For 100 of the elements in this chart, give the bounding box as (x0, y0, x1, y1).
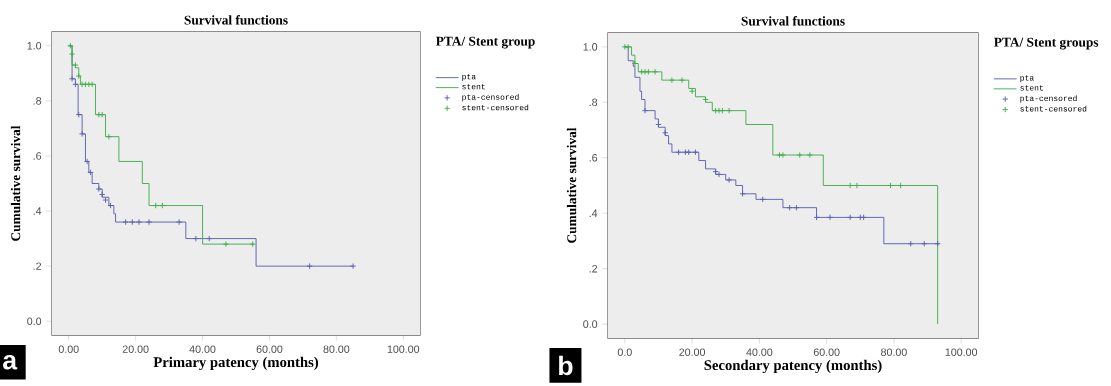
point (793, 204, 800, 211)
text: a (3, 354, 18, 370)
point (702, 96, 709, 103)
x-tick-label: 80.00 (323, 345, 350, 353)
point (678, 77, 686, 84)
point (796, 151, 803, 159)
point (776, 151, 783, 159)
point (641, 68, 649, 75)
x-tick-label: 0.00 (58, 345, 79, 353)
point (222, 240, 230, 248)
point (887, 182, 894, 189)
point (826, 214, 834, 221)
y-tick-label: .6 (33, 152, 42, 160)
point (688, 88, 696, 95)
point (806, 151, 813, 159)
point (159, 202, 166, 209)
x-tick-label: 60.00 (256, 345, 283, 353)
point (72, 61, 79, 69)
point (95, 185, 102, 193)
y-tick-label: .8 (33, 97, 42, 105)
y-tick-label: .4 (33, 207, 42, 215)
y-tick-label: .4 (589, 209, 598, 217)
point (135, 218, 143, 226)
point (675, 149, 682, 156)
point (813, 214, 820, 221)
point (786, 204, 793, 211)
y-axis-title: Cumulative survival (566, 127, 577, 243)
legend-label: stent (1020, 85, 1043, 91)
y-tick-label: 1.0 (583, 43, 598, 51)
point (206, 235, 213, 242)
x-tick-label: 20.00 (122, 345, 149, 353)
legend-title: PTA/ Stent groups (994, 37, 1099, 50)
point (739, 190, 746, 197)
point (668, 77, 676, 84)
legend-title: PTA/ Stent group (435, 36, 535, 49)
legend-label: pta-censored (1020, 95, 1077, 103)
x-axis-title: Primary patency (months) (153, 356, 319, 371)
point (641, 107, 649, 114)
point (725, 107, 733, 114)
point (75, 111, 82, 118)
point (934, 240, 941, 247)
point (847, 214, 854, 221)
legend-label: pta (1020, 75, 1034, 83)
point (907, 240, 914, 247)
point (719, 107, 726, 114)
point (651, 68, 659, 75)
x-tick-label: 40.00 (746, 348, 773, 356)
point (83, 158, 91, 165)
x-tick-label: 60.00 (813, 348, 840, 356)
point (87, 169, 94, 176)
point (921, 240, 928, 247)
chart-title: Survival functions (741, 16, 845, 26)
point (68, 75, 76, 82)
chart-title: Survival functions (184, 15, 288, 25)
point (145, 218, 153, 226)
point (89, 81, 96, 88)
point (715, 107, 723, 114)
point (897, 182, 904, 189)
x-axis-title: Secondary patency (months) (704, 359, 882, 374)
point (72, 81, 79, 88)
point (122, 218, 129, 226)
point (655, 121, 662, 128)
y-tick-label: .8 (589, 98, 598, 107)
point (645, 68, 652, 75)
text: b (559, 355, 573, 376)
point (725, 176, 733, 184)
y-tick-label: 0.0 (583, 320, 598, 328)
point (759, 196, 766, 203)
point (249, 240, 256, 248)
legend-label: stent (462, 83, 485, 90)
x-tick-label: 40.00 (189, 345, 216, 353)
point (99, 111, 106, 118)
y-tick-label: .2 (589, 264, 598, 273)
y-tick-label: .2 (33, 262, 42, 270)
x-tick-label: 20.00 (679, 348, 706, 356)
point (631, 60, 639, 67)
point (152, 202, 159, 209)
point (75, 72, 82, 80)
y-axis-title: Cumulative survival (10, 125, 21, 241)
point (175, 218, 183, 226)
point (129, 218, 136, 226)
x-tick-label: 100.00 (945, 348, 978, 356)
point (192, 235, 199, 242)
point (715, 171, 723, 178)
legend-label: pta (462, 73, 476, 81)
y-tick-label: 0.0 (27, 317, 42, 325)
x-tick-label: 80.00 (881, 348, 907, 356)
y-tick-label: 1.0 (27, 42, 42, 50)
y-tick-label: .6 (589, 154, 598, 162)
point (68, 50, 76, 58)
legend-label: pta-censored (462, 93, 519, 102)
point (779, 151, 787, 159)
point (712, 168, 719, 175)
point (853, 182, 861, 189)
x-tick-label: 100.00 (387, 345, 420, 353)
x-tick-label: 0.0 (617, 348, 632, 356)
point (105, 133, 113, 140)
point (662, 129, 669, 136)
legend-label: stent-censored (1020, 105, 1087, 112)
point (78, 130, 86, 138)
